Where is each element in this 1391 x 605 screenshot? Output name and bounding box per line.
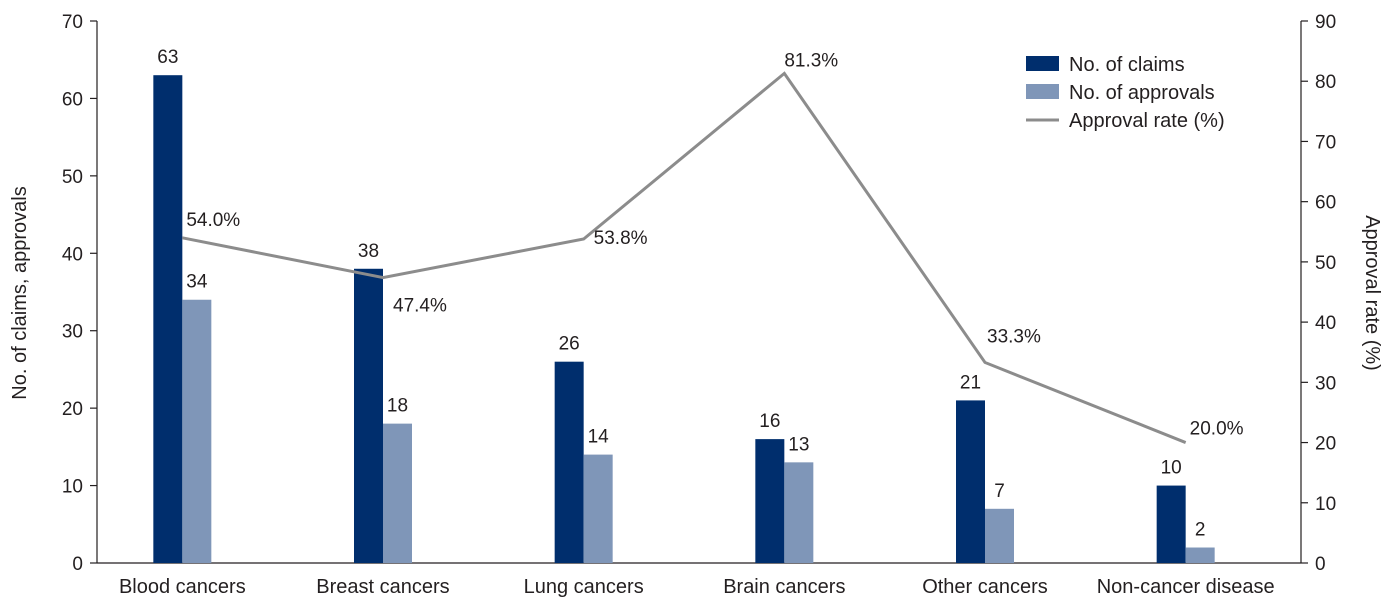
bar-data-label: 16 (759, 411, 780, 432)
approval-rate-line (182, 71, 1187, 444)
bar-data-label: 34 (186, 272, 208, 293)
legend-swatch (1026, 56, 1059, 71)
bar-data-label: 26 (559, 334, 580, 355)
y-left-tick-label: 70 (62, 12, 83, 33)
bar-approvals (383, 423, 412, 563)
legend-label: No. of claims (1069, 54, 1185, 76)
y-left-tick-label: 40 (62, 244, 83, 265)
y-right-tick-label: 70 (1315, 132, 1336, 153)
y-axis-left-title: No. of claims, approvals (9, 186, 31, 399)
y-left-tick-label: 60 (62, 89, 83, 110)
y-right-tick-label: 60 (1315, 193, 1336, 214)
y-right-ticks: 0 10 20 30 40 50 60 70 80 90 (1301, 12, 1336, 575)
line-data-label: 81.3% (784, 50, 838, 71)
bar-data-label: 14 (588, 427, 610, 448)
x-category-label: Other cancers (922, 576, 1048, 598)
bar-claims (554, 361, 584, 563)
bar-approvals (583, 454, 613, 563)
legend: No. of claims No. of approvals Approval ra… (1026, 54, 1225, 132)
y-left-tick-label: 10 (62, 477, 83, 498)
bar-claims (956, 400, 985, 563)
y-axis-right-title: Approval rate (%) (1361, 215, 1383, 371)
y-left-tick-label: 30 (62, 322, 83, 343)
y-left-ticks: 0 10 20 30 40 50 60 70 (62, 12, 97, 575)
y-right-tick-label: 40 (1315, 313, 1336, 334)
bar-data-label: 63 (157, 47, 178, 68)
bar-claims (153, 75, 183, 563)
bar-data-label: 18 (387, 396, 408, 417)
x-category-label: Lung cancers (524, 576, 644, 598)
bar-claims (354, 268, 383, 563)
bar-data-label: 7 (994, 481, 1005, 502)
bar-data-label: 21 (960, 372, 981, 393)
y-left-tick-label: 20 (62, 399, 83, 420)
bar-approvals (1185, 547, 1215, 563)
bars-group: 63 38 26 16 21 10 34 18 14 13 7 2 (153, 47, 1215, 563)
legend-label: Approval rate (%) (1069, 110, 1225, 132)
line-data-label: 33.3% (987, 326, 1041, 347)
y-left-tick-label: 0 (72, 554, 83, 575)
y-right-tick-label: 0 (1315, 554, 1326, 575)
y-right-tick-label: 80 (1315, 72, 1336, 93)
y-right-tick-label: 90 (1315, 12, 1336, 33)
legend-label: No. of approvals (1069, 82, 1215, 104)
axes-group (96, 21, 1302, 564)
line-data-label: 20.0% (1190, 419, 1244, 440)
y-right-tick-label: 30 (1315, 373, 1336, 394)
legend-swatch (1026, 84, 1059, 99)
bar-claims (755, 439, 785, 563)
bar-data-label: 2 (1195, 520, 1206, 541)
y-right-tick-label: 10 (1315, 494, 1336, 515)
x-category-label: Breast cancers (316, 576, 449, 598)
line-series-group: 54.0% 47.4% 53.8% 81.3% 33.3% 20.0% (182, 50, 1244, 444)
bar-data-label: 10 (1161, 458, 1182, 479)
line-data-label: 53.8% (594, 228, 648, 249)
bar-claims (1156, 485, 1186, 563)
bar-approvals (784, 462, 814, 563)
bar-approvals (182, 299, 212, 563)
category-labels: Blood cancers Breast cancers Lung cancers B… (119, 576, 1275, 598)
line-data-label: 47.4% (393, 296, 447, 317)
y-right-tick-label: 20 (1315, 434, 1336, 455)
y-right-tick-label: 50 (1315, 253, 1336, 274)
x-category-label: Non-cancer disease (1097, 576, 1275, 598)
x-category-label: Brain cancers (723, 576, 845, 598)
y-left-tick-label: 50 (62, 167, 83, 188)
bar-data-label: 38 (358, 241, 379, 262)
line-data-label: 54.0% (186, 210, 240, 231)
x-category-label: Blood cancers (119, 576, 246, 598)
bar-data-label: 13 (788, 434, 809, 455)
bar-approvals (985, 508, 1014, 563)
